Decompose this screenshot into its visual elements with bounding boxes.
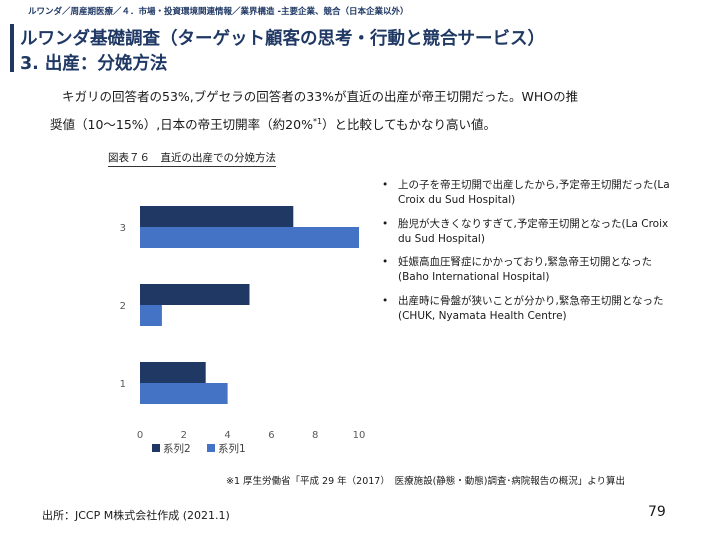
legend-label: 系列2: [163, 442, 191, 455]
note-text: 胎児が大きくなりすぎて,予定帝王切開となった(La Croix du Sud H…: [398, 217, 669, 245]
x-tick-label: 10: [353, 430, 366, 441]
figure-caption: 図表７６ 直近の出産での分娩方法: [108, 150, 276, 167]
breadcrumb: ルワンダ／周産期医療／４．市場・投資環境関連情報／業界構造 -主要企業、競合（日…: [28, 7, 409, 17]
x-tick-label: 2: [181, 430, 187, 441]
x-tick-label: 0: [137, 430, 143, 441]
title-accent-bar: [10, 24, 14, 72]
legend-label: 系列1: [218, 442, 246, 455]
legend-swatch: [207, 444, 215, 452]
x-tick-label: 6: [268, 430, 274, 441]
chart-category-labels: 1 2 3: [120, 223, 126, 390]
page-title: ルワンダ基礎調査（ターゲット顧客の思考・行動と競合サービス）: [20, 29, 545, 49]
intro-text: キガリの回答者の53%,ブゲセラの回答者の33%が直近の出産が帝王切開だった。W…: [50, 84, 690, 137]
note-item: • 上の子を帝王切開で出産したから,予定帝王切開だった(La Croix du S…: [382, 178, 682, 208]
intro-line-1: キガリの回答者の53%,ブゲセラの回答者の33%が直近の出産が帝王切開だった。W…: [62, 89, 579, 104]
bar-系列2-1: [140, 362, 206, 383]
notes-list: • 上の子を帝王切開で出産したから,予定帝王切開だった(La Croix du S…: [382, 178, 682, 332]
note-text: 妊娠高血圧腎症にかかっており,緊急帝王切開となった(Baho Internati…: [398, 256, 653, 283]
bullet-icon: •: [382, 179, 389, 191]
bar-系列1-1: [140, 383, 228, 404]
x-tick-label: 4: [224, 430, 230, 441]
bar-系列1-3: [140, 227, 359, 248]
category-label: 2: [120, 301, 126, 312]
note-item: • 出産時に骨盤が狭いことが分かり,緊急帝王切開となった(CHUK, Nyamat…: [382, 294, 682, 324]
bullet-icon: •: [382, 256, 389, 268]
source-note: 出所：JCCP M株式会社作成 (2021.1): [42, 509, 230, 522]
bar-chart: 1 2 3 0 2 4 6 8 10 系列2 系列1: [120, 206, 366, 455]
note-item: • 妊娠高血圧腎症にかかっており,緊急帝王切開となった(Baho Internat…: [382, 255, 682, 285]
x-tick-label: 8: [312, 430, 318, 441]
note-item: • 胎児が大きくなりすぎて,予定帝王切開となった(La Croix du Sud …: [382, 217, 682, 247]
bar-系列1-2: [140, 305, 162, 326]
bar-系列2-2: [140, 284, 250, 305]
footnote: ※1 厚生労働省「平成 29 年（2017） 医療施設(静態・動態)調査･病院報…: [226, 476, 626, 487]
chart-bars: [140, 206, 359, 404]
note-text: 出産時に骨盤が狭いことが分かり,緊急帝王切開となった(CHUK, Nyamata…: [398, 294, 664, 322]
bullet-icon: •: [382, 217, 389, 230]
legend-swatch: [152, 444, 160, 452]
category-label: 1: [120, 379, 126, 390]
chart-x-tick-labels: 0 2 4 6 8 10: [137, 430, 366, 441]
bar-系列2-3: [140, 206, 294, 227]
intro-line-2b: ）と比較してもかなり高い値。: [322, 117, 497, 133]
bullet-icon: •: [382, 294, 389, 307]
page-number: 79: [648, 504, 666, 520]
category-label: 3: [120, 223, 126, 234]
intro-line-2a: 奨値（10～15%）,日本の帝王切開率（約20%: [50, 117, 313, 133]
footnote-ref: *1: [312, 117, 323, 126]
chart-legend: 系列2 系列1: [152, 442, 246, 455]
page-subtitle: 3. 出産：分娩方法: [20, 54, 168, 74]
intro-line-2: 奨値（10～15%）,日本の帝王切開率（約20%*1）と比較してもかなり高い値。: [50, 109, 690, 137]
note-text: 上の子を帝王切開で出産したから,予定帝王切開だった(La Croix du Su…: [398, 179, 670, 206]
